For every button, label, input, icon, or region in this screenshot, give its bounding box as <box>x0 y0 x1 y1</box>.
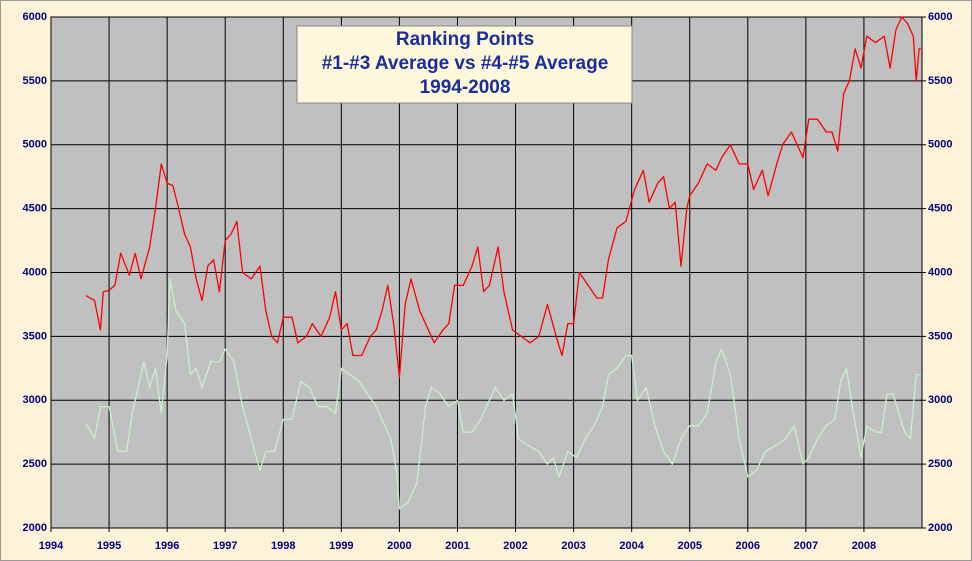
x-tick-label: 2002 <box>503 540 527 552</box>
x-tick-label: 2008 <box>852 540 876 552</box>
y2-tick-label: 4500 <box>928 203 952 215</box>
x-tick-label: 2005 <box>677 540 701 552</box>
x-tick-label: 2000 <box>387 540 411 552</box>
x-tick-label: 2003 <box>561 540 585 552</box>
x-tick-label: 1995 <box>97 540 121 552</box>
chart-title: #1-#3 Average vs #4-#5 Average <box>322 53 609 74</box>
x-tick-label: 1996 <box>155 540 179 552</box>
y-tick-label: 2000 <box>23 522 47 534</box>
y2-tick-label: 6000 <box>928 11 952 23</box>
x-tick-label: 2001 <box>445 540 469 552</box>
x-tick-label: 1997 <box>213 540 237 552</box>
y-tick-label: 4000 <box>23 266 47 278</box>
y-tick-label: 6000 <box>23 11 47 23</box>
y-tick-label: 4500 <box>23 203 47 215</box>
y2-tick-label: 5000 <box>928 139 952 151</box>
y2-tick-label: 2000 <box>928 522 952 534</box>
x-tick-label: 2006 <box>736 540 760 552</box>
y-tick-label: 5500 <box>23 75 47 87</box>
y-tick-label: 3000 <box>23 394 47 406</box>
y2-tick-label: 2500 <box>928 458 952 470</box>
chart-title: 1994-2008 <box>420 77 511 98</box>
y-tick-label: 3500 <box>23 330 47 342</box>
chart-title: Ranking Points <box>396 29 534 50</box>
x-tick-label: 1998 <box>271 540 295 552</box>
y2-tick-label: 3500 <box>928 330 952 342</box>
title-box <box>296 25 633 104</box>
x-tick-label: 1994 <box>39 540 64 552</box>
series-line <box>85 16 921 378</box>
y-tick-label: 2500 <box>23 458 47 470</box>
x-tick-label: 2007 <box>794 540 818 552</box>
y2-tick-label: 5500 <box>928 75 952 87</box>
x-tick-label: 1999 <box>329 540 353 552</box>
y2-tick-label: 4000 <box>928 266 952 278</box>
y2-tick-label: 3000 <box>928 394 952 406</box>
x-tick-label: 2004 <box>619 540 644 552</box>
series-line <box>85 278 921 510</box>
y-tick-label: 5000 <box>23 139 47 151</box>
